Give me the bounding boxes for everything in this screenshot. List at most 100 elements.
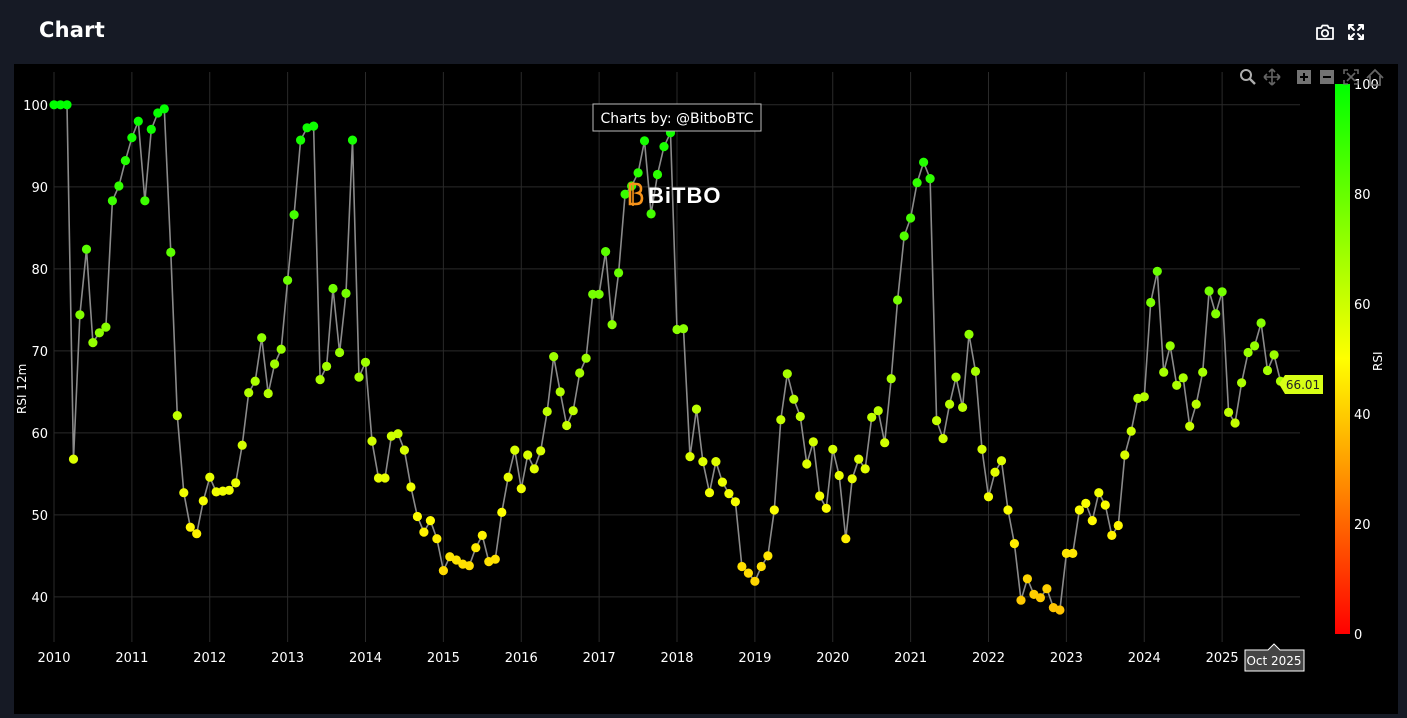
autoscale-icon[interactable]	[1343, 69, 1359, 85]
rsi-point	[698, 457, 708, 467]
rsi-point	[432, 534, 442, 544]
rsi-point	[847, 474, 857, 484]
rsi-point	[276, 344, 286, 354]
rsi-point	[899, 231, 909, 241]
zoom-out-icon[interactable]	[1320, 70, 1334, 84]
rsi-point	[828, 444, 838, 454]
rsi-point	[1178, 373, 1188, 383]
rsi-point	[1198, 367, 1208, 377]
x-tick-label: 2023	[1050, 651, 1083, 666]
rsi-point	[958, 402, 968, 412]
colorbar: 0 20 40 60 80 100 RSI	[1335, 78, 1385, 643]
rsi-point	[510, 445, 520, 455]
x-axis: 2010 2011 2012 2013 2014 2015 2016 2017 2018 2019…	[37, 651, 1238, 666]
credit-annotation: Charts by: @BitboBTC	[592, 103, 762, 132]
rsi-point	[263, 388, 273, 399]
rsi-point	[711, 457, 721, 467]
rsi-point	[270, 359, 280, 369]
rsi-point	[464, 561, 474, 571]
rsi-point	[1230, 418, 1240, 428]
rsi-point	[983, 492, 994, 502]
rsi-point	[815, 491, 825, 501]
home-icon[interactable]	[1366, 68, 1384, 86]
last-value-label: 66.01	[1286, 378, 1320, 392]
zoom-icon[interactable]	[1240, 69, 1256, 85]
rsi-point	[756, 561, 766, 572]
rsi-point	[393, 429, 403, 439]
rsi-point	[607, 320, 617, 330]
rsi-point	[438, 566, 448, 576]
rsi-point	[970, 366, 981, 376]
last-value-badge-bg	[1279, 375, 1323, 394]
rsi-point	[854, 454, 864, 464]
rsi-point	[919, 157, 929, 167]
x-tick-label: 2015	[427, 651, 460, 666]
rsi-point	[614, 268, 624, 278]
rsi-point	[880, 438, 890, 448]
rsi-point	[315, 375, 325, 385]
rsi-point	[55, 100, 66, 110]
x-tick-label: 2022	[972, 651, 1005, 666]
chart-header: Chart	[0, 0, 1407, 64]
rsi-point	[555, 387, 565, 397]
x-tick-label: 2025	[1206, 651, 1239, 666]
rsi-point	[322, 361, 332, 371]
rsi-point	[347, 135, 358, 145]
rsi-point	[120, 156, 130, 166]
rsi-point	[990, 467, 1000, 477]
rsi-point	[159, 104, 169, 114]
rsi-point	[257, 333, 267, 343]
rsi-point	[601, 247, 611, 257]
rsi-point	[659, 142, 669, 152]
rsi-point	[730, 497, 741, 507]
rsi-point	[296, 135, 306, 145]
rsi-point	[185, 522, 195, 532]
y-axis: 40 50 60 70 80 90 100	[23, 99, 48, 606]
rsi-point	[652, 169, 663, 180]
rsi-point	[497, 507, 507, 517]
rsi-point	[425, 516, 435, 526]
x-tick-label: 2020	[816, 651, 849, 666]
rsi-point	[192, 529, 202, 539]
rsi-point	[821, 503, 831, 513]
rsi-point	[964, 329, 974, 339]
rsi-point	[867, 412, 877, 422]
rsi-point	[328, 283, 338, 294]
credit-annotation-box	[592, 103, 762, 132]
rsi-point	[1022, 574, 1032, 584]
y-tick-label: 40	[31, 591, 48, 606]
rsi-point	[127, 133, 137, 143]
rsi-point	[1191, 399, 1201, 409]
rsi-point	[367, 436, 377, 446]
rsi-point	[133, 116, 143, 126]
rsi-point	[912, 178, 922, 188]
rsi-point	[1120, 450, 1130, 460]
last-value-badge: 66.01	[1279, 375, 1323, 394]
rsi-point	[932, 416, 942, 426]
zoom-in-icon[interactable]	[1297, 70, 1311, 84]
rsi-point	[244, 388, 254, 398]
rsi-point	[951, 372, 961, 382]
bitbo-logo-icon	[628, 182, 644, 206]
rsi-point	[1159, 367, 1169, 377]
rsi-point	[250, 376, 260, 386]
bitbo-watermark-text: BiTBO	[648, 183, 721, 208]
x-tick-label: 2018	[660, 651, 693, 666]
rsi-chart[interactable]: 2010 2011 2012 2013 2014 2015 2016 2017 2018 2019…	[14, 64, 1398, 714]
expand-icon[interactable]	[1346, 22, 1366, 42]
y-tick-label: 100	[23, 99, 48, 114]
rsi-point	[893, 295, 903, 305]
rsi-point	[490, 554, 500, 564]
rsi-point	[1094, 488, 1104, 498]
rsi-point	[789, 394, 799, 404]
rsi-point	[620, 189, 630, 199]
camera-icon[interactable]	[1315, 22, 1335, 42]
rsi-point	[107, 196, 117, 206]
rsi-point	[1003, 505, 1013, 515]
rsi-point	[198, 496, 208, 506]
x-tick-label: 2016	[505, 651, 538, 666]
rsi-markers	[49, 100, 1292, 615]
pan-icon[interactable]	[1263, 68, 1281, 86]
y-axis-title: RSI 12m	[15, 364, 29, 414]
y-tick-label: 70	[31, 345, 48, 360]
